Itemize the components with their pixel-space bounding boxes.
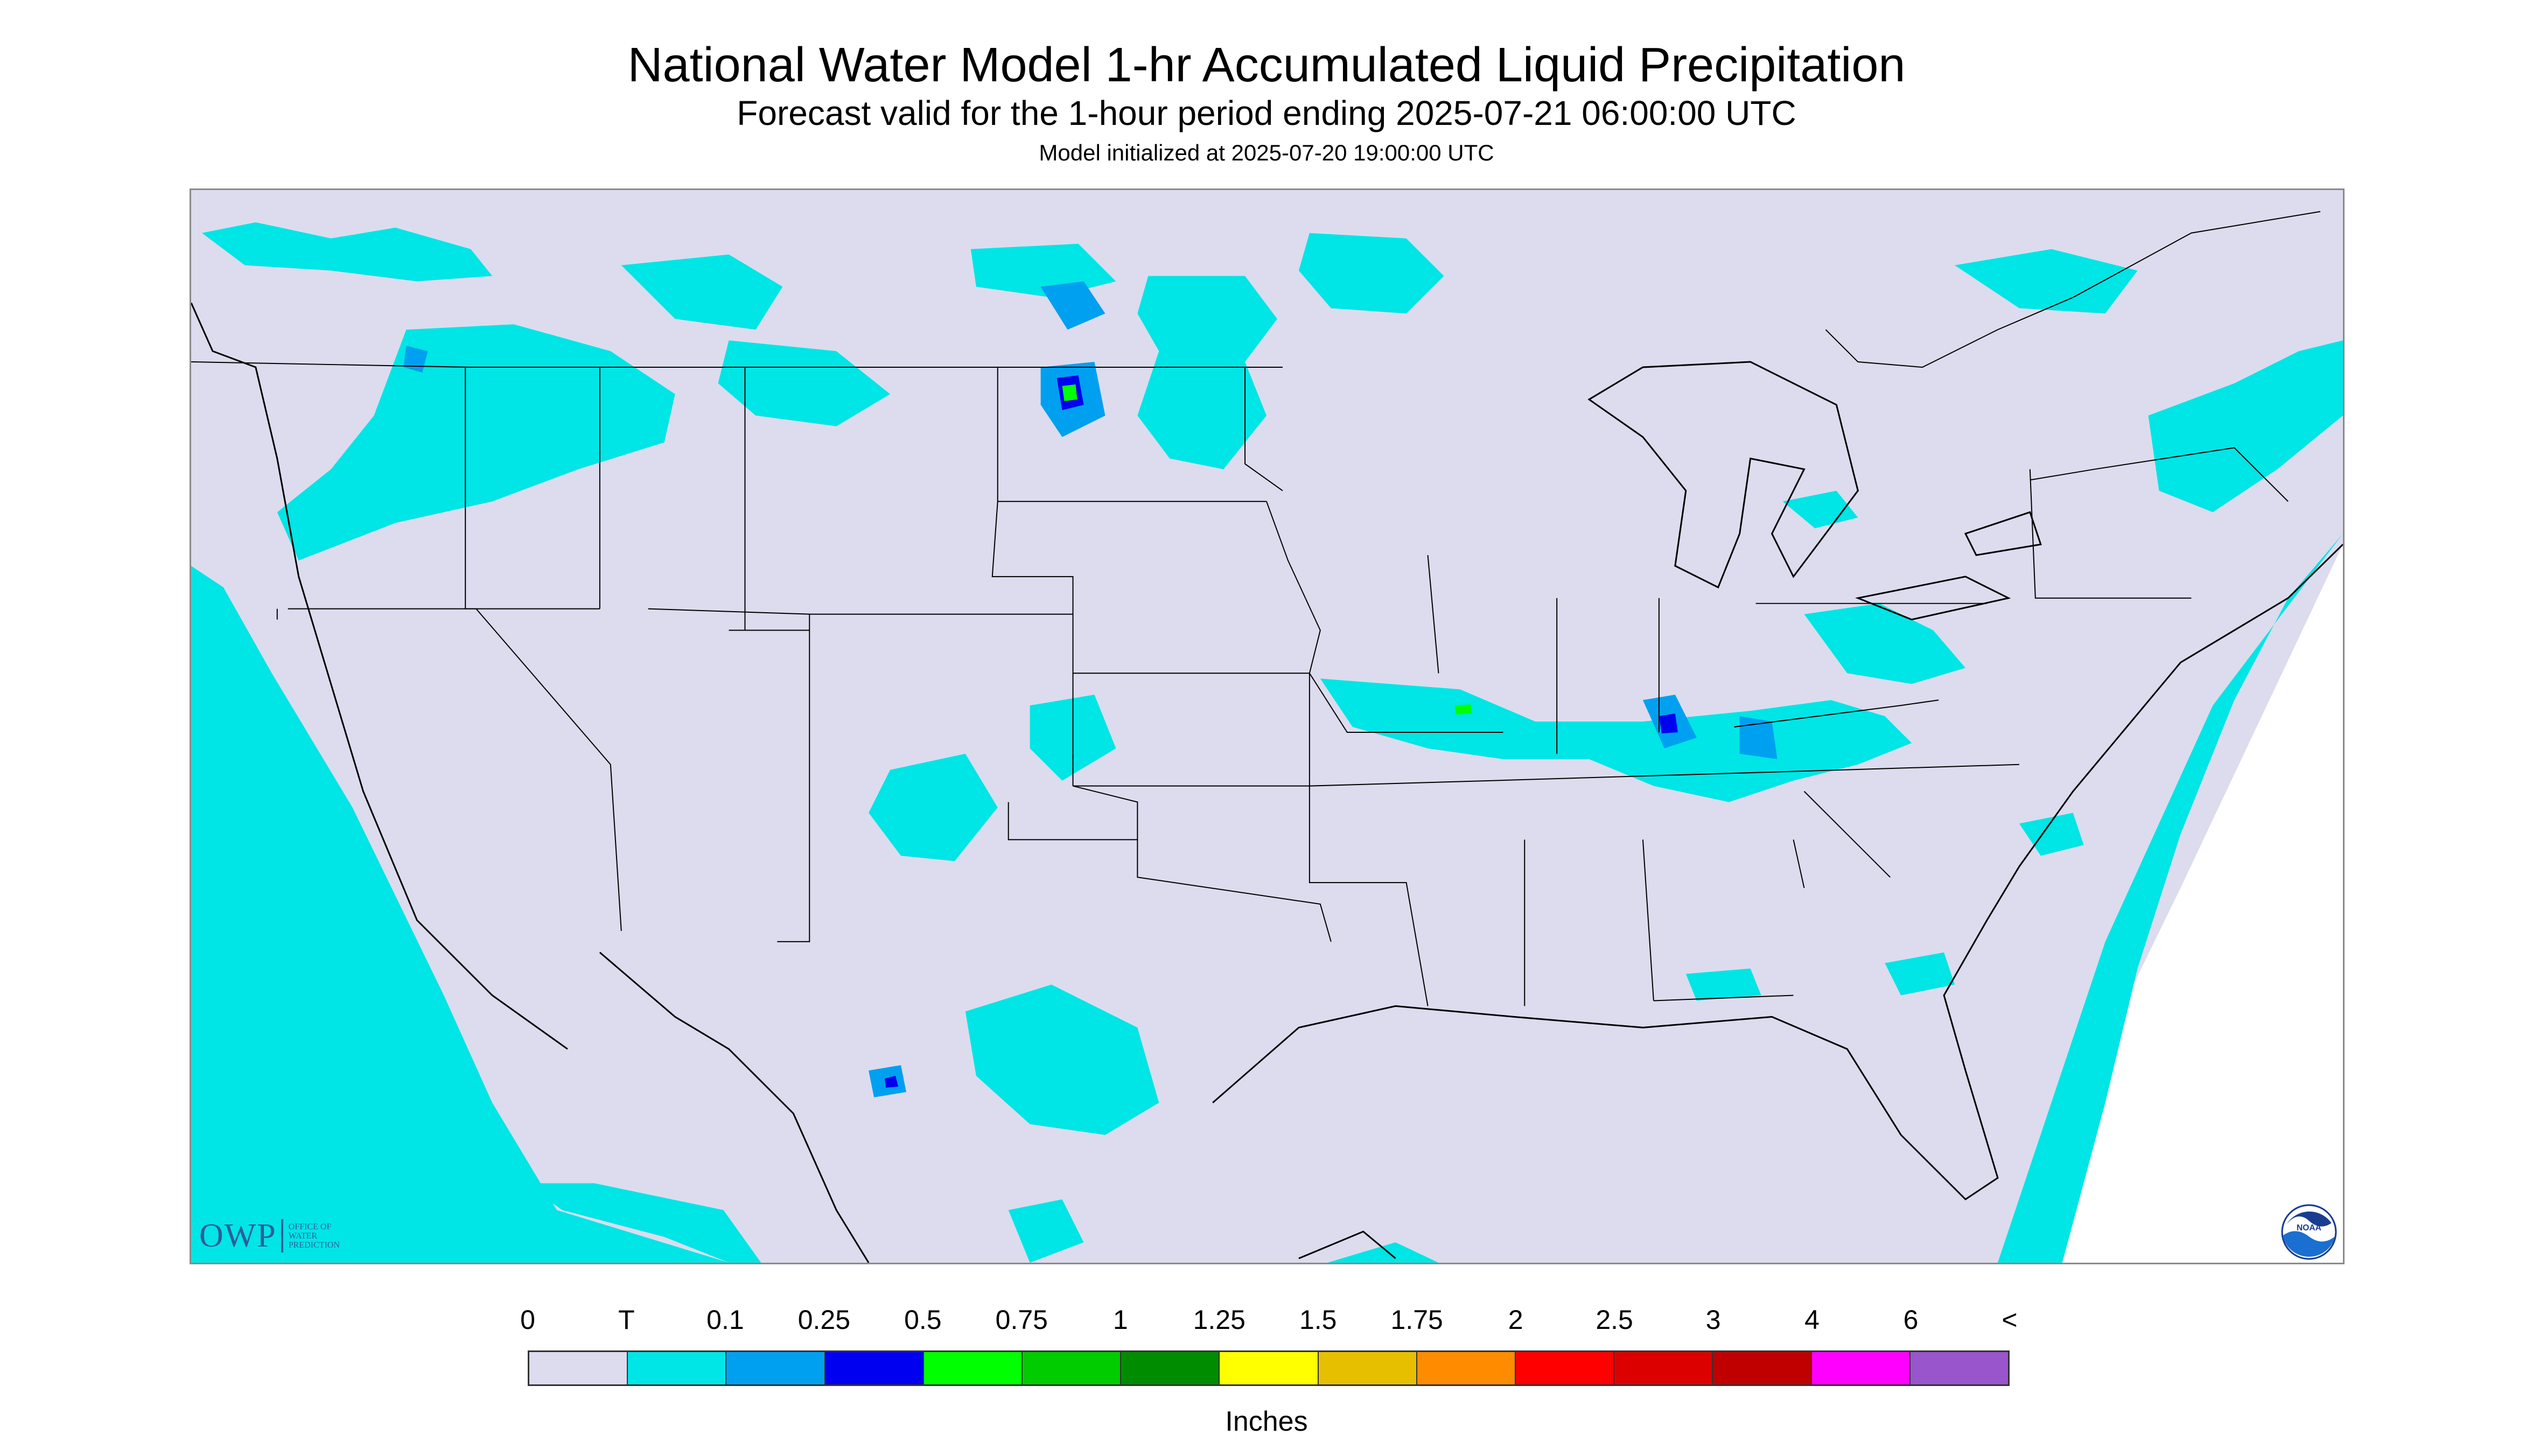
legend-label: 2.5	[1596, 1305, 1633, 1335]
legend-label: <	[2002, 1305, 2018, 1335]
political-boundaries	[191, 211, 2321, 1006]
legend-label: 0.5	[904, 1305, 942, 1335]
map-title: National Water Model 1-hr Accumulated Li…	[627, 38, 1906, 92]
legend-label: 2	[1508, 1305, 1523, 1335]
legend-label: 1	[1112, 1305, 1128, 1335]
legend-swatch	[628, 1352, 727, 1384]
legend-swatch	[1318, 1352, 1417, 1384]
legend-swatch	[1713, 1352, 1812, 1384]
legend-swatch	[726, 1352, 825, 1384]
legend-swatch	[1417, 1352, 1516, 1384]
owp-logo-letters: OWP	[199, 1217, 277, 1254]
legend-swatch	[1811, 1352, 1911, 1384]
legend-label: 1.75	[1390, 1305, 1443, 1335]
owp-logo-text: OFFICE OF WATER PREDICTION	[288, 1222, 340, 1250]
legend-label: 0.1	[706, 1305, 744, 1335]
atlantic-trace-band	[1997, 534, 2343, 1263]
model-init-line: Model initialized at 2025-07-20 19:00:00…	[1039, 140, 1494, 165]
legend-swatch	[1614, 1352, 1713, 1384]
legend-label: 1.25	[1193, 1305, 1245, 1335]
legend-swatch	[1121, 1352, 1220, 1384]
coastlines	[191, 302, 2343, 1263]
precipitation-map	[190, 188, 2345, 1264]
legend-label: 6	[1903, 1305, 1919, 1335]
legend-swatch	[1910, 1352, 2009, 1384]
owp-logo-divider	[281, 1219, 283, 1252]
legend-label: 3	[1705, 1305, 1721, 1335]
legend-swatch	[1516, 1352, 1615, 1384]
legend-swatch	[529, 1352, 628, 1384]
legend-label: 1.5	[1299, 1305, 1337, 1335]
legend-label: 0.25	[797, 1305, 851, 1335]
map-canvas	[191, 190, 2343, 1263]
legend-label: 4	[1804, 1305, 1820, 1335]
pacific-trace-band	[191, 565, 729, 1263]
legend-color-bar	[528, 1350, 2010, 1386]
out-of-domain-east	[1997, 544, 2343, 1263]
legend-label: 0.75	[995, 1305, 1048, 1335]
legend-label: 0	[520, 1305, 535, 1335]
map-subtitle: Forecast valid for the 1-hour period end…	[737, 94, 1796, 132]
legend-units: Inches	[1225, 1406, 1308, 1437]
legend-swatch	[923, 1352, 1023, 1384]
owp-logo: OWP OFFICE OF WATER PREDICTION	[199, 1217, 340, 1255]
legend-label: T	[618, 1305, 635, 1335]
heavy-precip-areas	[1062, 384, 1472, 715]
noaa-logo: NOAA	[2281, 1204, 2337, 1260]
trace-precip-areas	[201, 222, 2343, 1263]
legend-swatch	[1220, 1352, 1319, 1384]
baja-trace-area	[524, 1183, 761, 1263]
noaa-logo-text: NOAA	[2297, 1223, 2321, 1233]
legend-labels: 0 T 0.1 0.25 0.5 0.75 1 1.25 1.5 1.75 2 2.5 3 4 6 <	[0, 1303, 2533, 1341]
legend-swatch	[1023, 1352, 1122, 1384]
legend-swatch	[825, 1352, 924, 1384]
